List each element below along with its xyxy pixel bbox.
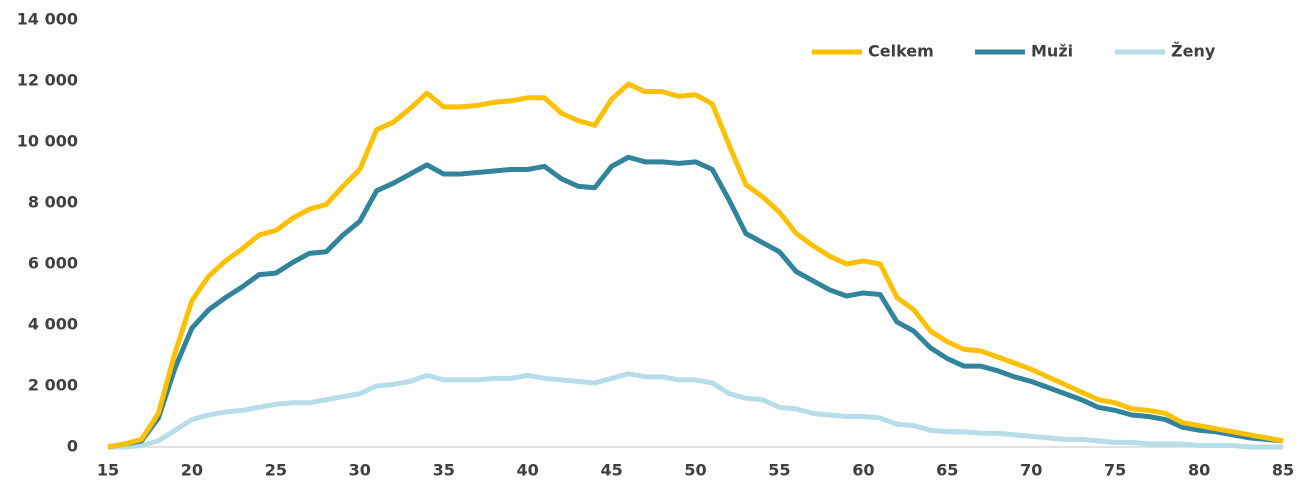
y-tick-label: 6 000 xyxy=(28,254,78,273)
x-tick-label: 55 xyxy=(768,461,790,480)
line-series xyxy=(107,154,1284,450)
x-tick-label: 70 xyxy=(1020,461,1042,480)
x-tick-label: 60 xyxy=(852,461,874,480)
y-tick-label: 14 000 xyxy=(17,10,78,29)
y-tick-label: 2 000 xyxy=(28,376,78,395)
x-tick-label: 80 xyxy=(1188,461,1210,480)
y-tick-label: 12 000 xyxy=(17,71,78,90)
x-tick-label: 50 xyxy=(684,461,706,480)
y-tick-label: 10 000 xyxy=(17,132,78,151)
x-tick-label: 15 xyxy=(97,461,119,480)
x-tick-label: 30 xyxy=(349,461,371,480)
line-series xyxy=(107,81,1284,450)
x-tick-label: 85 xyxy=(1272,461,1294,480)
x-tick-label: 20 xyxy=(181,461,203,480)
x-tick-label: 40 xyxy=(517,461,539,480)
x-tick-label: 65 xyxy=(936,461,958,480)
line-series xyxy=(108,371,1283,450)
y-tick-label: 8 000 xyxy=(28,193,78,212)
x-tick-label: 45 xyxy=(600,461,622,480)
legend-label: Muži xyxy=(1031,42,1073,61)
y-tick-label: 4 000 xyxy=(28,315,78,334)
x-tick-label: 25 xyxy=(265,461,287,480)
x-tick-label: 35 xyxy=(433,461,455,480)
legend-label: Celkem xyxy=(868,42,934,61)
y-tick-label: 0 xyxy=(67,437,78,456)
x-tick-label: 75 xyxy=(1104,461,1126,480)
legend-label: Ženy xyxy=(1171,42,1216,61)
